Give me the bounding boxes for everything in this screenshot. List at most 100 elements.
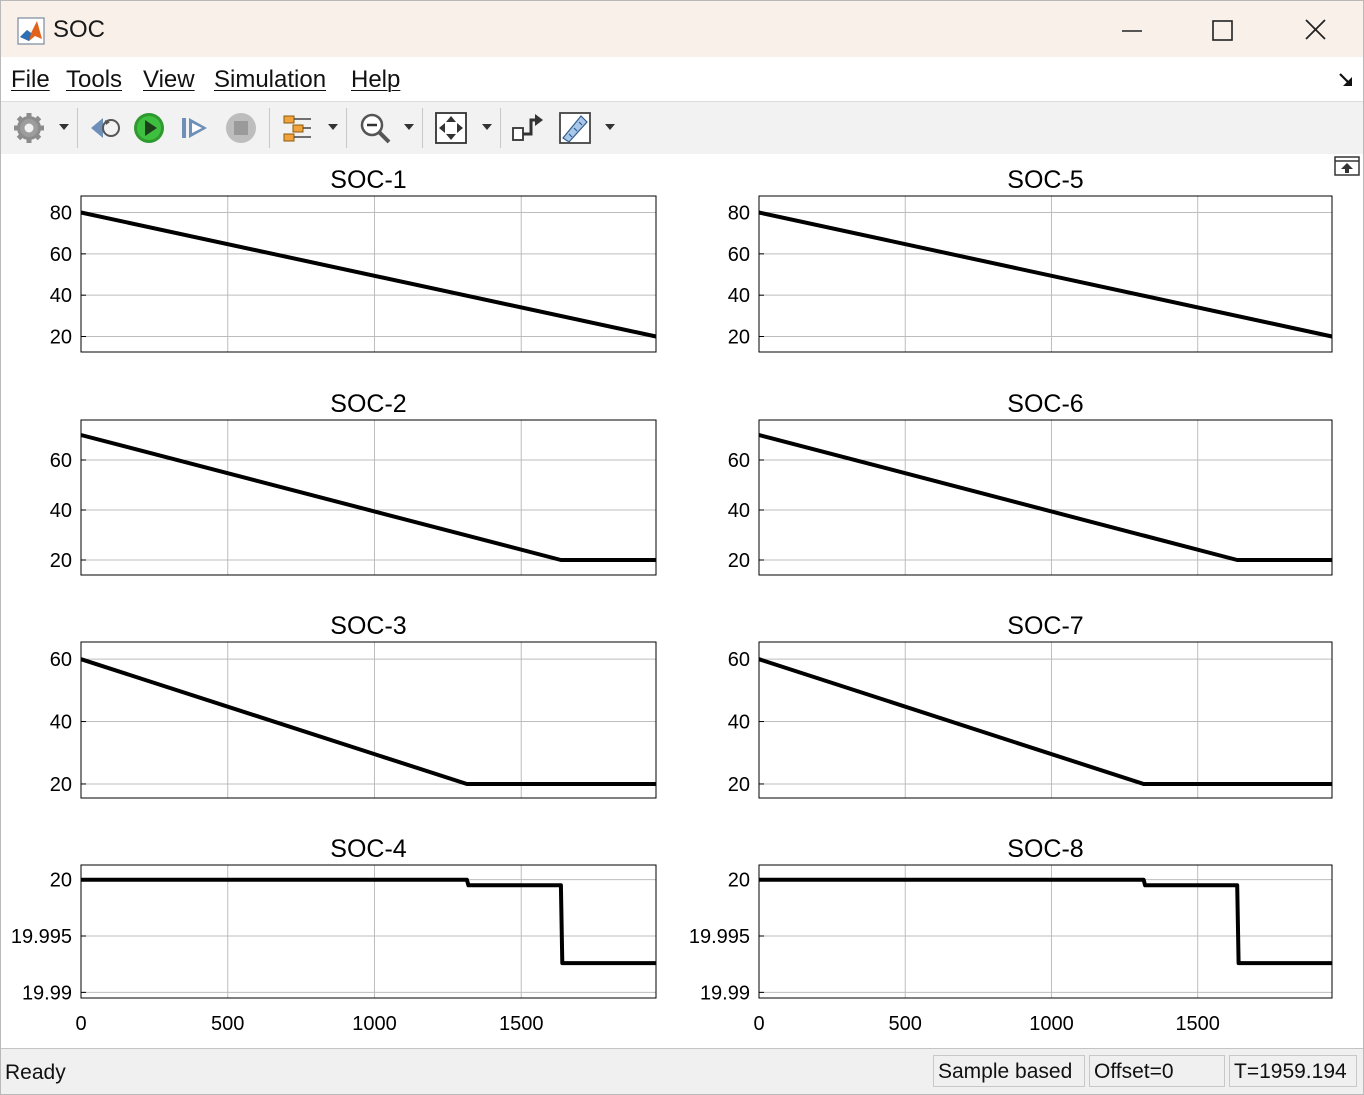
plot-frame [80, 641, 657, 799]
plot-frame [758, 864, 1333, 999]
series-line [758, 657, 1332, 786]
x-tick-label: 0 [75, 1013, 86, 1035]
title-bar: SOC [1, 1, 1363, 57]
y-tick-label: 60 [50, 244, 72, 266]
menu-help[interactable]: Help [351, 66, 401, 93]
maximize-icon [1212, 20, 1233, 41]
y-tick-label: 60 [50, 649, 72, 671]
status-bar: Ready Sample based Offset=0 T=1959.194 [1, 1048, 1363, 1094]
y-tick-label: 40 [50, 500, 72, 522]
y-tick-label: 60 [50, 450, 72, 472]
window-title: SOC [53, 16, 106, 43]
undock-toolbar-icon[interactable] [1334, 156, 1360, 176]
plot-background [81, 642, 656, 798]
plot-frame [80, 864, 657, 999]
series-line [759, 877, 1332, 966]
step-back-icon[interactable] [87, 110, 123, 146]
y-tick-label: 20 [50, 870, 72, 892]
plot-frame [758, 419, 1333, 576]
y-tick-label: 19.995 [11, 926, 72, 948]
plot-background [759, 420, 1332, 575]
matlab-logo-icon [17, 17, 45, 45]
plot-frame [758, 195, 1333, 353]
x-tick-label: 500 [889, 1013, 922, 1035]
gear-icon[interactable] [11, 110, 47, 146]
y-tick-label: 20 [728, 550, 750, 572]
toolbar-separator [500, 108, 501, 148]
step-forward-icon[interactable] [177, 110, 213, 146]
plot-background [81, 865, 656, 998]
chevron-down-icon[interactable] [481, 120, 493, 134]
plot-background [759, 865, 1332, 998]
series-line [80, 433, 656, 562]
toolbar [1, 101, 1363, 155]
series-line [80, 210, 657, 339]
scope-charts: 20 40 60 80 SOC-1 20 40 60 SOC-2 20 40 60 SOC-3 19.99… [11, 166, 1333, 1035]
maximize-button[interactable] [1192, 11, 1252, 51]
x-tick-label: 500 [211, 1013, 244, 1035]
series-line [758, 210, 1333, 339]
chevron-down-icon[interactable] [327, 120, 339, 134]
plot-background [81, 420, 656, 575]
toolbar-separator [269, 108, 270, 148]
dock-arrow-icon[interactable] [1337, 71, 1355, 89]
chart-title: SOC-4 [330, 835, 407, 863]
y-tick-label: 80 [728, 203, 750, 225]
plot-background [759, 642, 1332, 798]
y-tick-label: 20 [728, 870, 750, 892]
chevron-down-icon[interactable] [604, 120, 616, 134]
chart-title: SOC-2 [330, 390, 406, 418]
highlight-block-icon[interactable] [509, 110, 545, 146]
toolbar-separator [77, 108, 78, 148]
plot-frame [80, 419, 657, 576]
y-tick-label: 40 [728, 500, 750, 522]
series-line [80, 657, 656, 786]
chevron-down-icon[interactable] [58, 120, 70, 134]
x-tick-label: 1500 [499, 1013, 544, 1035]
chart-title: SOC-5 [1007, 166, 1083, 194]
chart-title: SOC-8 [1007, 835, 1083, 863]
menu-view[interactable]: View [143, 66, 195, 93]
menu-bar: File Tools View Simulation Help [1, 57, 1363, 101]
plot-frame [80, 195, 657, 353]
chart-title: SOC-1 [330, 166, 406, 194]
menu-tools[interactable]: Tools [66, 66, 123, 93]
menu-file[interactable]: File [11, 66, 50, 93]
y-tick-label: 19.995 [689, 926, 750, 948]
y-tick-label: 20 [50, 550, 72, 572]
zoom-icon[interactable] [357, 110, 393, 146]
y-tick-label: 40 [728, 285, 750, 307]
y-tick-label: 40 [728, 712, 750, 734]
close-button[interactable] [1286, 11, 1346, 51]
y-tick-label: 40 [50, 285, 72, 307]
run-icon[interactable] [131, 110, 167, 146]
simulation-time-indicator: T=1959.194 [1229, 1055, 1357, 1087]
y-tick-label: 60 [728, 649, 750, 671]
chevron-down-icon[interactable] [403, 120, 415, 134]
plot-frame [758, 641, 1333, 799]
minimize-button[interactable] [1102, 11, 1162, 51]
close-icon [1305, 19, 1326, 40]
y-tick-label: 20 [50, 327, 72, 349]
y-tick-label: 80 [50, 203, 72, 225]
x-tick-label: 0 [753, 1013, 764, 1035]
y-tick-label: 19.99 [700, 982, 750, 1004]
signal-select-icon[interactable] [279, 110, 315, 146]
sample-mode-indicator: Sample based [933, 1055, 1085, 1087]
fit-to-view-icon[interactable] [433, 110, 469, 146]
stop-icon[interactable] [223, 110, 259, 146]
toolbar-separator [346, 108, 347, 148]
series-line [758, 433, 1332, 562]
x-tick-label: 1000 [1029, 1013, 1074, 1035]
chart-title: SOC-6 [1007, 390, 1083, 418]
status-text: Ready [5, 1061, 66, 1084]
series-line [81, 877, 656, 966]
offset-indicator: Offset=0 [1089, 1055, 1225, 1087]
x-tick-label: 1500 [1175, 1013, 1220, 1035]
measurements-icon[interactable] [557, 110, 593, 146]
y-tick-label: 60 [728, 450, 750, 472]
y-tick-label: 40 [50, 712, 72, 734]
x-tick-label: 1000 [352, 1013, 397, 1035]
menu-simulation[interactable]: Simulation [214, 66, 327, 93]
